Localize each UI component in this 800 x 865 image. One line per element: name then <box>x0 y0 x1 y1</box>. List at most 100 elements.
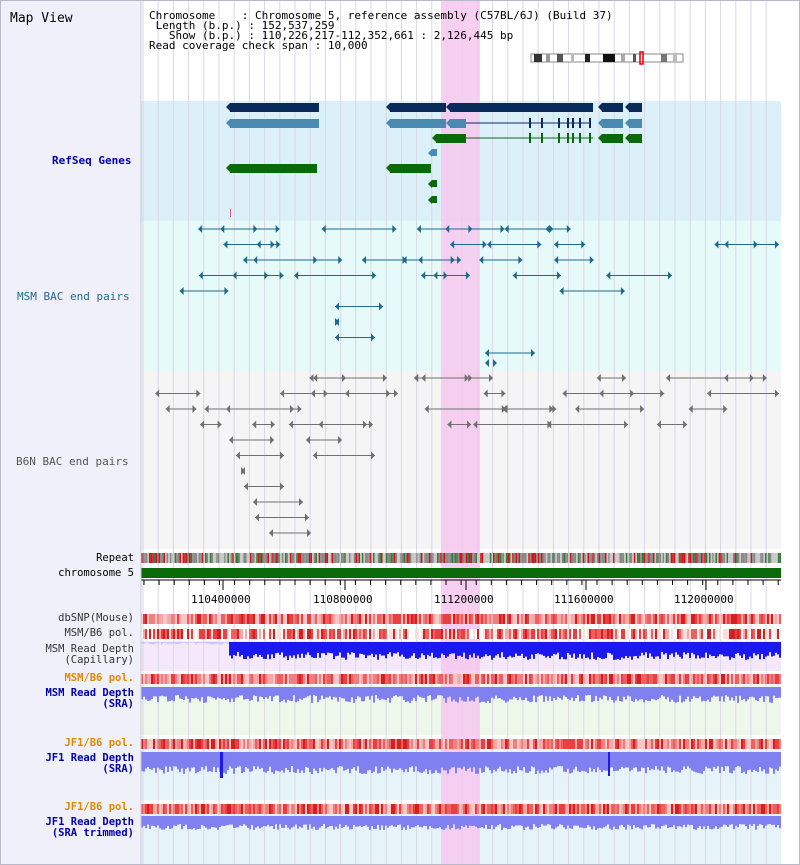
read-depth-bar <box>229 816 231 825</box>
heat-cell <box>259 674 261 684</box>
heat-cell <box>433 674 435 684</box>
heat-cell <box>495 614 497 624</box>
heat-cell <box>439 614 441 624</box>
heat-cell <box>465 739 467 749</box>
heat-cell <box>319 739 321 749</box>
repeat-mark <box>360 553 362 563</box>
heat-cell <box>235 614 237 624</box>
read-depth-bar <box>147 642 149 643</box>
read-depth-bar <box>217 642 219 644</box>
heat-cell <box>527 674 529 684</box>
heat-cell <box>487 739 489 749</box>
read-depth-bar <box>619 816 621 826</box>
heat-cell <box>581 674 583 684</box>
read-depth-bar <box>239 752 241 767</box>
read-depth-bar <box>321 752 323 772</box>
heat-cell <box>723 629 725 639</box>
heat-cell <box>759 674 761 684</box>
heat-cell <box>669 629 671 639</box>
gene-feature <box>390 164 431 173</box>
read-depth-bar <box>445 687 447 703</box>
heat-cell <box>539 614 541 624</box>
heat-cell <box>665 739 667 749</box>
bac-end-marker <box>467 420 472 429</box>
read-depth-bar <box>777 642 779 655</box>
heat-cell <box>563 629 565 639</box>
heat-cell <box>453 739 455 749</box>
repeat-mark <box>696 553 698 563</box>
heat-cell <box>749 614 751 624</box>
heat-cell <box>349 804 351 814</box>
heat-cell <box>779 739 781 749</box>
read-depth-bar <box>333 752 335 770</box>
read-depth-bar <box>229 752 231 767</box>
heat-cell <box>169 804 171 814</box>
track-label-refseq[interactable]: RefSeq Genes <box>52 154 132 167</box>
heat-cell <box>175 614 177 624</box>
heat-cell <box>273 629 275 639</box>
heat-cell <box>705 674 707 684</box>
heat-cell <box>611 629 613 639</box>
heat-cell <box>549 804 551 814</box>
heat-cell <box>697 629 699 639</box>
repeat-mark <box>614 553 617 563</box>
heat-cell <box>207 674 209 684</box>
heat-cell <box>439 739 441 749</box>
heat-cell <box>603 739 605 749</box>
heat-cell <box>427 739 429 749</box>
repeat-mark <box>382 553 385 563</box>
repeat-mark <box>472 553 474 563</box>
read-depth-bar <box>353 816 355 825</box>
repeat-mark <box>473 553 476 563</box>
heat-cell <box>371 739 373 749</box>
heat-cell <box>339 614 341 624</box>
repeat-mark <box>419 553 421 563</box>
read-depth-bar <box>555 642 557 655</box>
read-depth-bar <box>313 687 315 696</box>
read-depth-bar <box>583 752 585 772</box>
heat-cell <box>317 674 319 684</box>
read-depth-bar <box>635 816 637 828</box>
read-depth-bar <box>711 687 713 698</box>
read-depth-bar <box>437 816 439 829</box>
heat-cell <box>229 674 231 684</box>
repeat-mark <box>366 553 369 563</box>
heat-cell <box>237 629 239 639</box>
read-depth-bar <box>555 752 557 768</box>
heat-cell <box>395 674 397 684</box>
heat-cell <box>381 629 383 639</box>
repeat-mark <box>198 553 201 563</box>
heat-cell <box>327 614 329 624</box>
heat-cell <box>321 614 323 624</box>
read-depth-bar <box>377 642 379 660</box>
read-depth-bar <box>459 816 461 830</box>
heat-cell <box>513 629 515 639</box>
read-depth-bar <box>733 752 735 771</box>
heat-cell <box>567 739 569 749</box>
read-depth-bar <box>225 752 227 774</box>
repeat-mark <box>477 553 479 563</box>
read-depth-bar <box>767 687 769 697</box>
heat-cell <box>629 629 631 639</box>
heat-cell <box>205 804 207 814</box>
read-depth-bar <box>553 816 555 830</box>
heat-cell <box>515 739 517 749</box>
repeat-mark <box>277 553 279 563</box>
read-depth-bar <box>435 687 437 699</box>
read-depth-bar <box>673 687 675 702</box>
heat-cell <box>531 674 533 684</box>
read-depth-bar <box>437 687 439 696</box>
heat-cell <box>333 629 335 639</box>
heat-cell <box>747 629 749 639</box>
read-depth-bar <box>439 752 441 774</box>
track-label-msm-bac[interactable]: MSM BAC end pairs <box>17 290 130 303</box>
read-depth-bar <box>661 816 663 826</box>
read-depth-bar <box>363 752 365 774</box>
heat-cell <box>215 629 217 639</box>
heat-cell <box>271 629 273 639</box>
heat-cell <box>181 629 183 639</box>
track-label-b6n-bac[interactable]: B6N BAC end pairs <box>16 455 129 468</box>
read-depth-bar <box>571 687 573 698</box>
heat-cell <box>301 804 303 814</box>
